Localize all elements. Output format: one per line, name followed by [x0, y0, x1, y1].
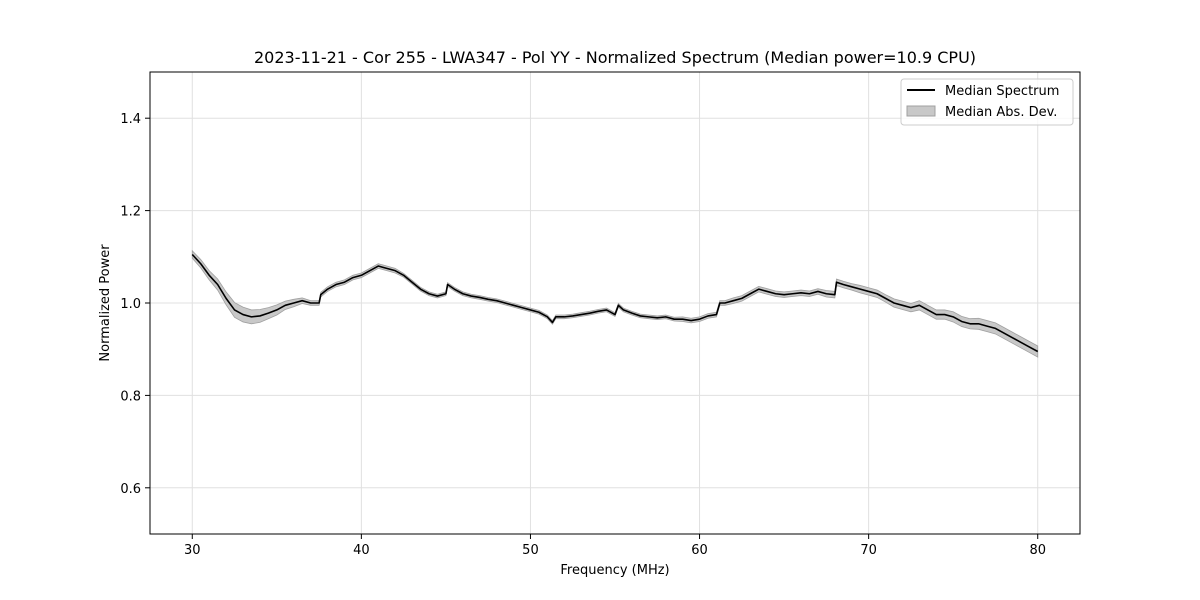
x-tick-label: 80 — [1029, 543, 1046, 558]
y-tick-label: 1.2 — [120, 205, 141, 220]
y-axis-ticks: 0.6 0.8 1.0 1.2 1.4 — [120, 112, 150, 497]
legend-box — [900, 78, 1074, 126]
mad-band-layer — [191, 249, 1039, 358]
grid-lines — [150, 72, 1080, 534]
median-spectrum-line — [191, 253, 1039, 353]
legend-label-median-abs-dev: Median Abs. Dev. — [945, 105, 1057, 120]
y-axis-label: Normalized Power — [98, 244, 113, 362]
median-abs-dev-band — [191, 249, 1039, 358]
chart-title: 2023-11-21 - Cor 255 - LWA347 - Pol YY -… — [254, 48, 976, 67]
spectrum-line-layer — [191, 253, 1039, 353]
y-tick-label: 0.6 — [120, 482, 141, 497]
legend-band-swatch — [906, 105, 936, 117]
y-tick-label: 1.0 — [120, 297, 141, 312]
x-tick-label: 30 — [184, 543, 201, 558]
x-tick-label: 50 — [522, 543, 539, 558]
x-axis-ticks: 30 40 50 60 70 80 — [184, 534, 1046, 558]
y-tick-label: 0.8 — [120, 389, 141, 404]
legend: Median Spectrum Median Abs. Dev. — [900, 78, 1074, 126]
legend-label-median-spectrum: Median Spectrum — [945, 84, 1059, 99]
x-tick-label: 40 — [353, 543, 370, 558]
x-tick-label: 60 — [691, 543, 708, 558]
x-tick-label: 70 — [860, 543, 877, 558]
y-tick-label: 1.4 — [120, 112, 141, 127]
x-axis-label: Frequency (MHz) — [560, 563, 669, 578]
